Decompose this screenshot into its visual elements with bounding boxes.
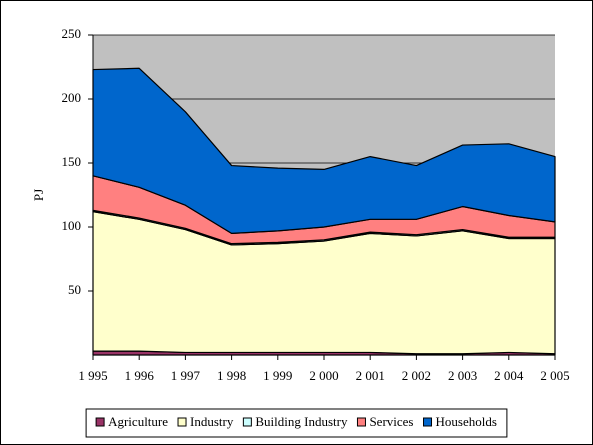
legend-swatch: [177, 417, 187, 427]
legend-swatch: [356, 417, 366, 427]
legend-label: Households: [436, 414, 497, 429]
x-tick-label: 1 996: [125, 368, 155, 383]
x-tick-label: 2 003: [448, 368, 477, 383]
y-tick-label: 150: [62, 154, 82, 169]
x-tick-label: 1 995: [78, 368, 107, 383]
legend-box: [85, 408, 508, 438]
legend-label: Agriculture: [108, 414, 168, 429]
x-tick-label: 2 000: [309, 368, 338, 383]
x-tick-label: 1 997: [171, 368, 201, 383]
y-axis-label: PJ: [31, 189, 46, 201]
legend: Agriculture Industry Building Industry Serv…: [85, 408, 508, 438]
x-tick-label: 1 998: [217, 368, 246, 383]
legend-swatch: [423, 417, 433, 427]
x-tick-label: 2 002: [402, 368, 431, 383]
y-tick-label: 50: [68, 282, 81, 297]
y-tick-label: 100: [62, 218, 82, 233]
legend-label: Building Industry: [255, 414, 348, 429]
legend-label: Industry: [190, 414, 234, 429]
x-tick-label: 1 999: [263, 368, 292, 383]
legend-label: Services: [369, 414, 413, 429]
x-tick-label: 2 004: [494, 368, 524, 383]
x-tick-label: 2 001: [356, 368, 385, 383]
y-tick-label: 200: [62, 90, 82, 105]
legend-swatch: [242, 417, 252, 427]
legend-swatch: [95, 417, 105, 427]
y-tick-label: 250: [62, 26, 82, 41]
area: [92, 67, 556, 234]
x-tick-label: 2 005: [540, 368, 569, 383]
